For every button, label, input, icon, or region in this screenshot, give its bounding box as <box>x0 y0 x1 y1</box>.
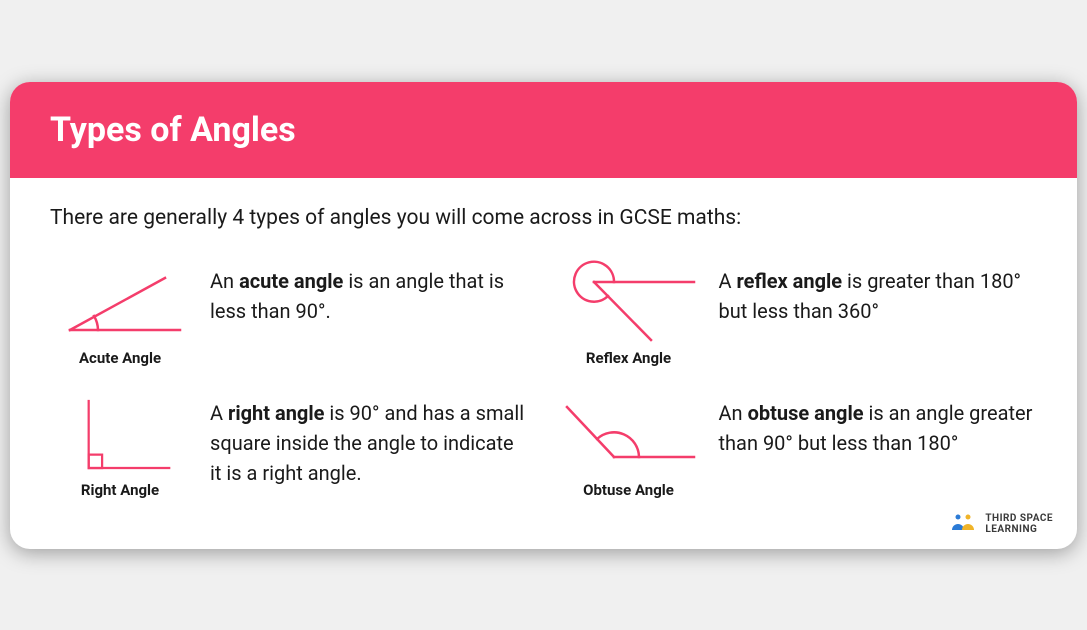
logo-icon <box>949 513 977 535</box>
obtuse-visual: Obtuse Angle <box>559 392 699 499</box>
reflex-visual: Reflex Angle <box>559 260 699 367</box>
acute-desc: An acute angle is an angle that is less … <box>210 260 529 326</box>
right-visual: Right Angle <box>50 392 190 499</box>
right-caption: Right Angle <box>81 481 159 499</box>
intro-text: There are generally 4 types of angles yo… <box>50 206 1037 230</box>
header: Types of Angles <box>10 82 1077 178</box>
acute-bold: acute angle <box>239 269 343 293</box>
right-desc: A right angle is 90° and has a small squ… <box>210 392 529 488</box>
acute-prefix: An <box>210 269 239 293</box>
angle-right: Right Angle A right angle is 90° and has… <box>50 392 529 499</box>
reflex-bold: reflex angle <box>737 269 843 293</box>
right-icon <box>50 392 190 477</box>
obtuse-icon <box>559 392 699 477</box>
logo-line2: LEARNING <box>985 524 1053 535</box>
logo-line1: THIRD SPACE <box>985 513 1053 524</box>
angle-obtuse: Obtuse Angle An obtuse angle is an angle… <box>559 392 1038 499</box>
right-bold: right angle <box>228 401 324 425</box>
angle-acute: Acute Angle An acute angle is an angle t… <box>50 260 529 367</box>
angle-reflex: Reflex Angle A reflex angle is greater t… <box>559 260 1038 367</box>
obtuse-desc: An obtuse angle is an angle greater than… <box>719 392 1038 458</box>
reflex-caption: Reflex Angle <box>586 349 671 367</box>
obtuse-caption: Obtuse Angle <box>583 481 674 499</box>
acute-caption: Acute Angle <box>79 349 161 367</box>
angle-grid: Acute Angle An acute angle is an angle t… <box>50 260 1037 499</box>
content: There are generally 4 types of angles yo… <box>10 178 1077 549</box>
reflex-desc: A reflex angle is greater than 180° but … <box>719 260 1038 326</box>
acute-icon <box>50 260 190 345</box>
reflex-icon <box>559 260 699 345</box>
right-prefix: A <box>210 401 228 425</box>
brand-logo: THIRD SPACE LEARNING <box>949 513 1053 535</box>
acute-visual: Acute Angle <box>50 260 190 367</box>
obtuse-bold: obtuse angle <box>748 401 864 425</box>
logo-text: THIRD SPACE LEARNING <box>985 513 1053 535</box>
obtuse-prefix: An <box>719 401 748 425</box>
reflex-prefix: A <box>719 269 737 293</box>
card: Types of Angles There are generally 4 ty… <box>10 82 1077 549</box>
